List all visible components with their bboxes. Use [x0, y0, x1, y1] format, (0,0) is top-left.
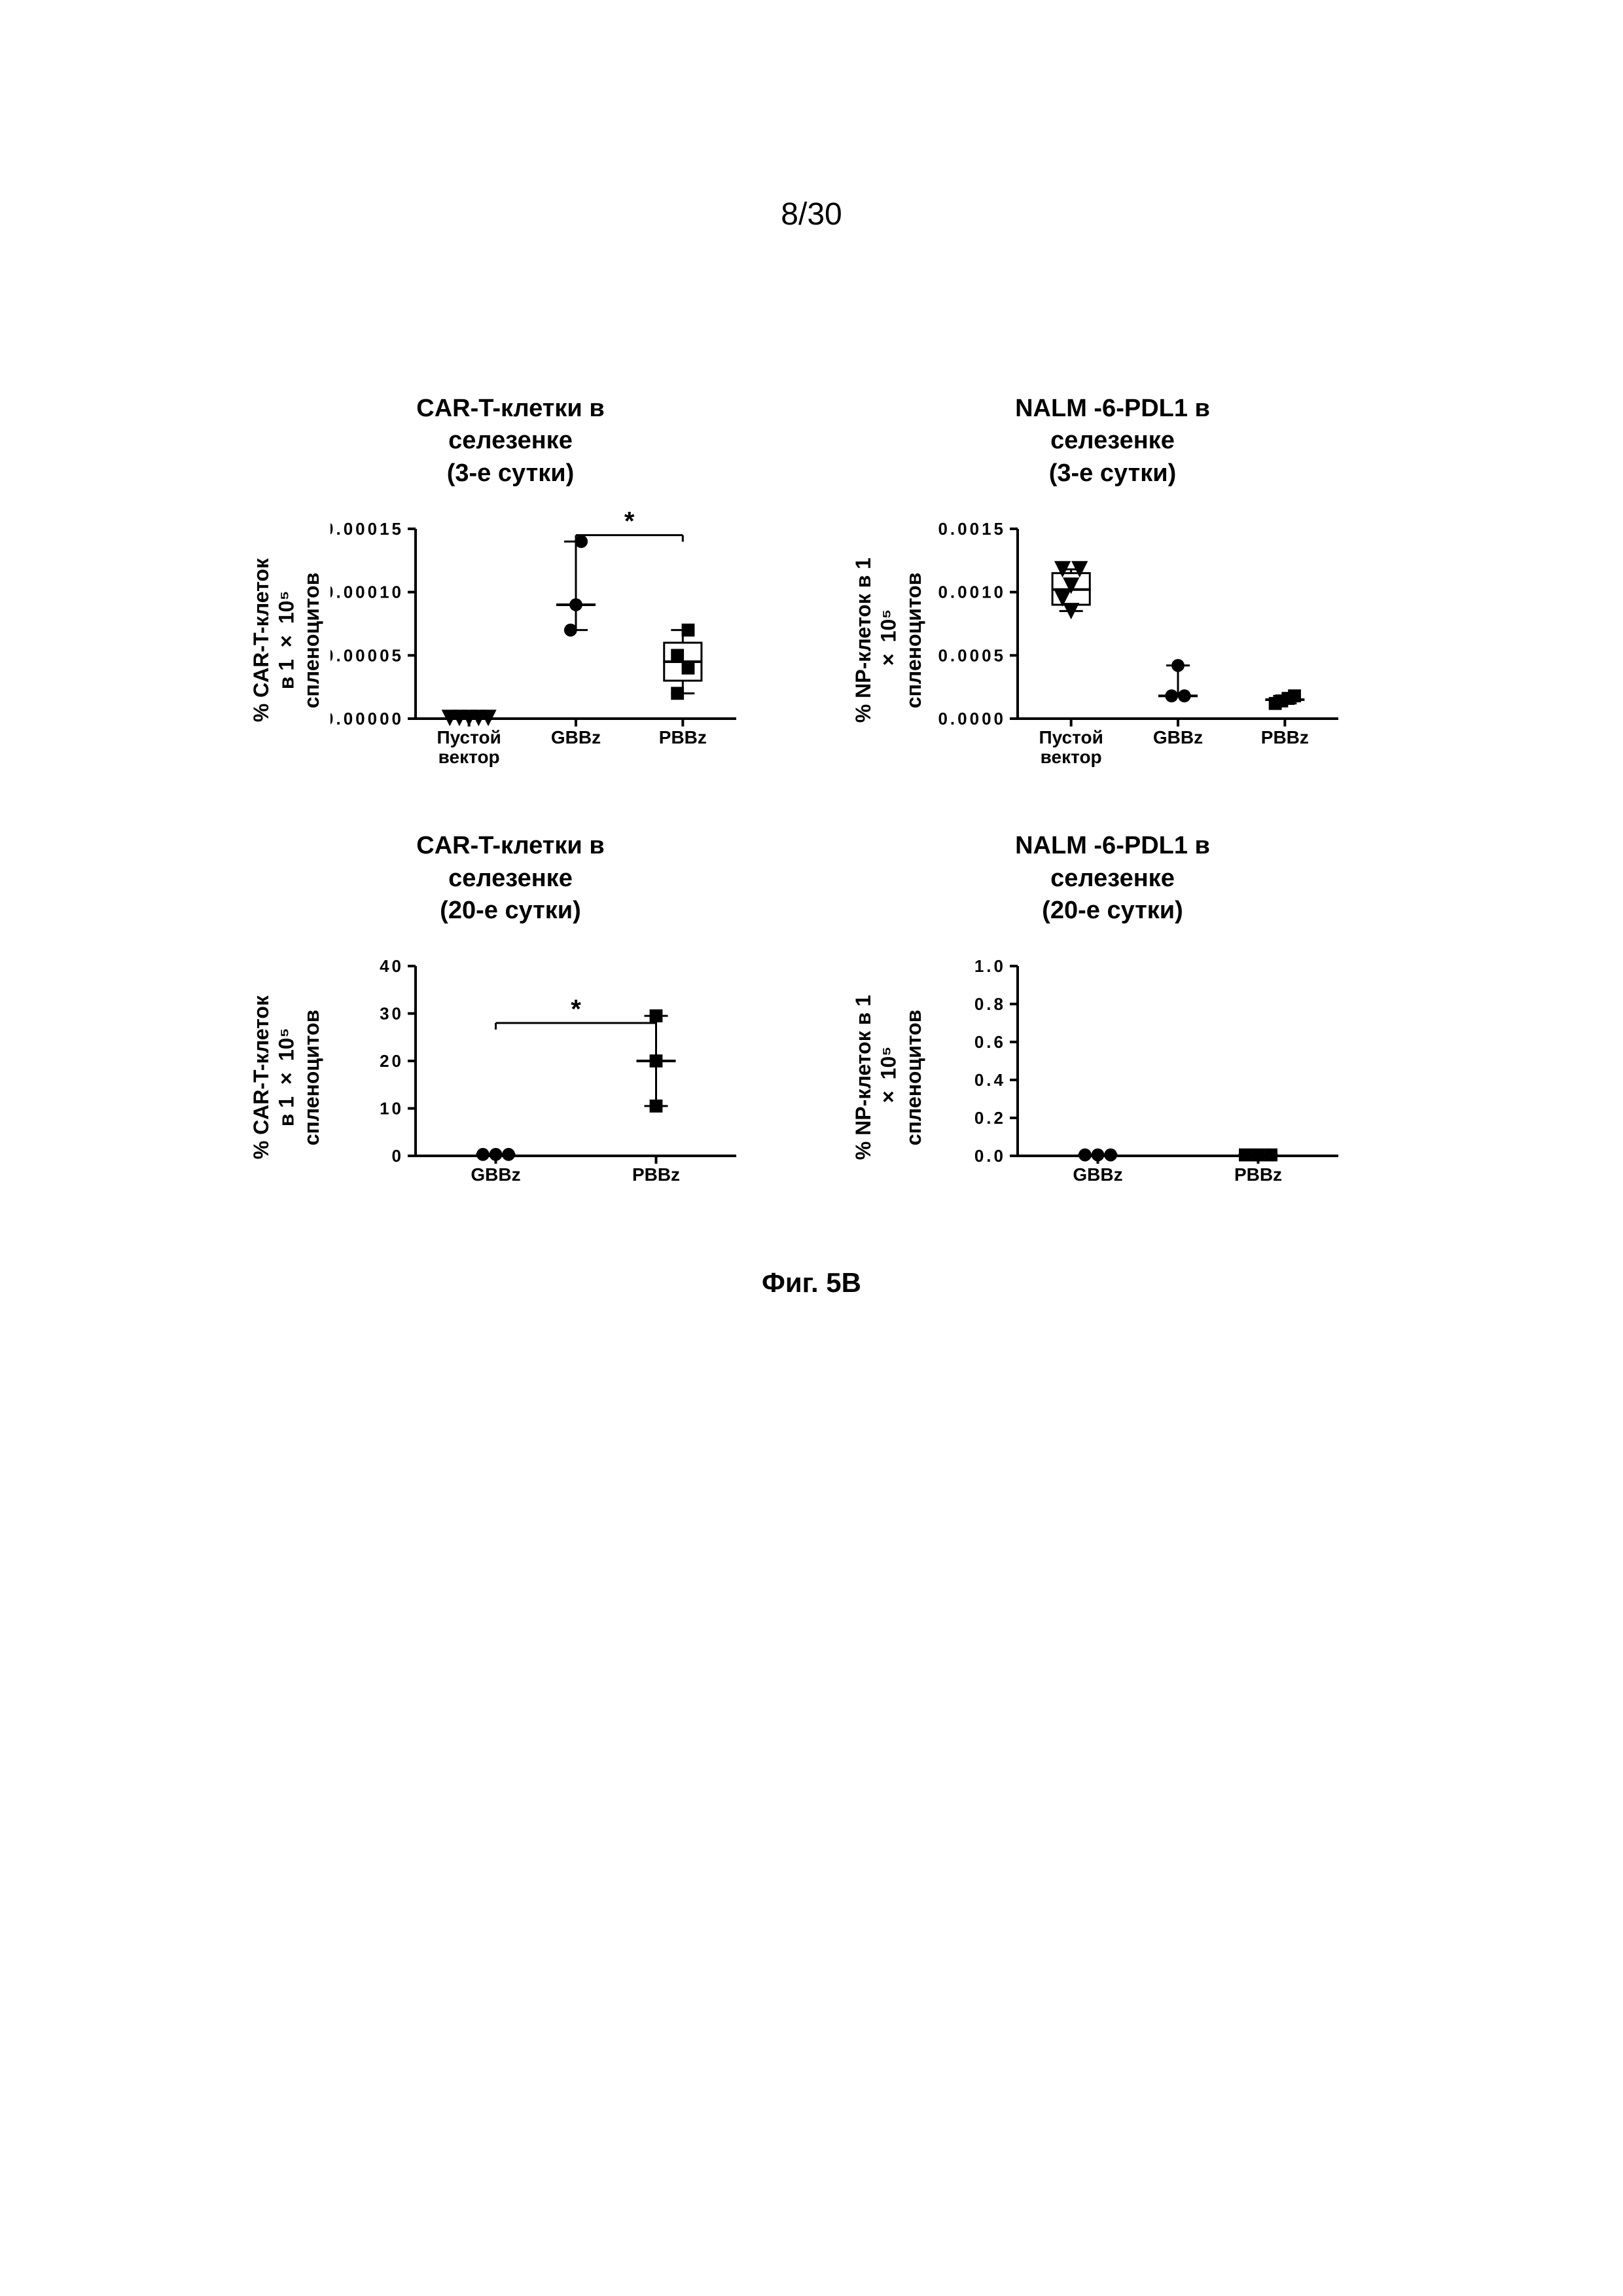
chart-svg: 0 10 20 30 40 GBBz PBBz *	[330, 940, 749, 1215]
page-number: 8/30	[781, 196, 842, 232]
chart-row-top: CAR-T-клетки вселезенке(3-е сутки) % CAR…	[249, 393, 1374, 778]
chart-bottom-right: NALM -6-PDL1 вселезенке(20-е сутки) % NP…	[851, 830, 1374, 1215]
svg-text:GBBz: GBBz	[471, 1164, 521, 1185]
chart-svg: 0.00000 0.00005 0.00010 0.00015 Пустойвектор…	[330, 503, 749, 778]
svg-text:PBBz: PBBz	[1261, 727, 1309, 747]
svg-text:0.0010: 0.0010	[938, 583, 1007, 602]
svg-text:вектор: вектор	[438, 747, 500, 767]
chart-title: CAR-T-клетки вселезенке(20-е сутки)	[249, 830, 772, 927]
svg-text:*: *	[571, 995, 581, 1024]
svg-text:0.0015: 0.0015	[938, 519, 1007, 539]
chart-top-left: CAR-T-клетки вселезенке(3-е сутки) % CAR…	[249, 393, 772, 778]
svg-text:0.0: 0.0	[974, 1146, 1006, 1166]
svg-text:0.8: 0.8	[974, 994, 1006, 1014]
svg-text:0.4: 0.4	[974, 1070, 1006, 1090]
figure-caption: Фиг. 5B	[249, 1267, 1374, 1299]
charts-container: CAR-T-клетки вселезенке(3-е сутки) % CAR…	[249, 393, 1374, 1299]
chart-title: NALM -6-PDL1 вселезенке(3-е сутки)	[851, 393, 1374, 490]
chart-svg: 0.0000 0.0005 0.0010 0.0015 Пустойвектор GBBz…	[933, 503, 1351, 778]
svg-text:PBBz: PBBz	[1234, 1164, 1282, 1185]
chart-title: CAR-T-клетки вселезенке(3-е сутки)	[249, 393, 772, 490]
svg-text:20: 20	[380, 1051, 404, 1071]
chart-top-right: NALM -6-PDL1 вселезенке(3-е сутки) % NP-…	[851, 393, 1374, 778]
svg-text:PBBz: PBBz	[632, 1164, 680, 1185]
svg-text:Пустой: Пустой	[437, 727, 501, 747]
svg-text:0.0005: 0.0005	[938, 646, 1007, 666]
svg-text:вектор: вектор	[1041, 747, 1102, 767]
svg-text:0.00005: 0.00005	[330, 646, 404, 666]
svg-text:*: *	[624, 507, 635, 536]
chart-bottom-left: CAR-T-клетки вселезенке(20-е сутки) % CA…	[249, 830, 772, 1215]
svg-text:PBBz: PBBz	[659, 727, 707, 747]
svg-text:0.2: 0.2	[974, 1108, 1006, 1128]
y-axis-label: % CAR-T-клетокв 1 × 10⁵спленоцитов	[249, 996, 324, 1159]
y-axis-label: % NP-клеток в 1× 10⁵спленоцитов	[851, 995, 926, 1160]
svg-text:0: 0	[392, 1146, 404, 1166]
svg-text:0.00010: 0.00010	[330, 583, 404, 602]
svg-text:30: 30	[380, 1004, 404, 1024]
svg-text:0.6: 0.6	[974, 1032, 1006, 1052]
svg-text:0.00015: 0.00015	[330, 519, 404, 539]
svg-text:0.00000: 0.00000	[330, 709, 404, 728]
chart-title: NALM -6-PDL1 вселезенке(20-е сутки)	[851, 830, 1374, 927]
svg-text:GBBz: GBBz	[1073, 1164, 1123, 1185]
svg-text:40: 40	[380, 956, 404, 976]
svg-text:10: 10	[380, 1099, 404, 1119]
svg-text:0.0000: 0.0000	[938, 709, 1007, 728]
svg-text:Пустой: Пустой	[1039, 727, 1103, 747]
svg-text:GBBz: GBBz	[1153, 727, 1203, 747]
svg-text:GBBz: GBBz	[551, 727, 601, 747]
y-axis-label: % CAR-T-клетокв 1 × 10⁵спленоцитов	[249, 558, 324, 722]
svg-text:1.0: 1.0	[974, 956, 1006, 976]
chart-row-bottom: CAR-T-клетки вселезенке(20-е сутки) % CA…	[249, 830, 1374, 1215]
y-axis-label: % NP-клеток в 1× 10⁵спленоцитов	[851, 558, 926, 723]
chart-svg: 0.0 0.2 0.4 0.6 0.8 1.0 GBBz PBBz	[933, 940, 1351, 1215]
